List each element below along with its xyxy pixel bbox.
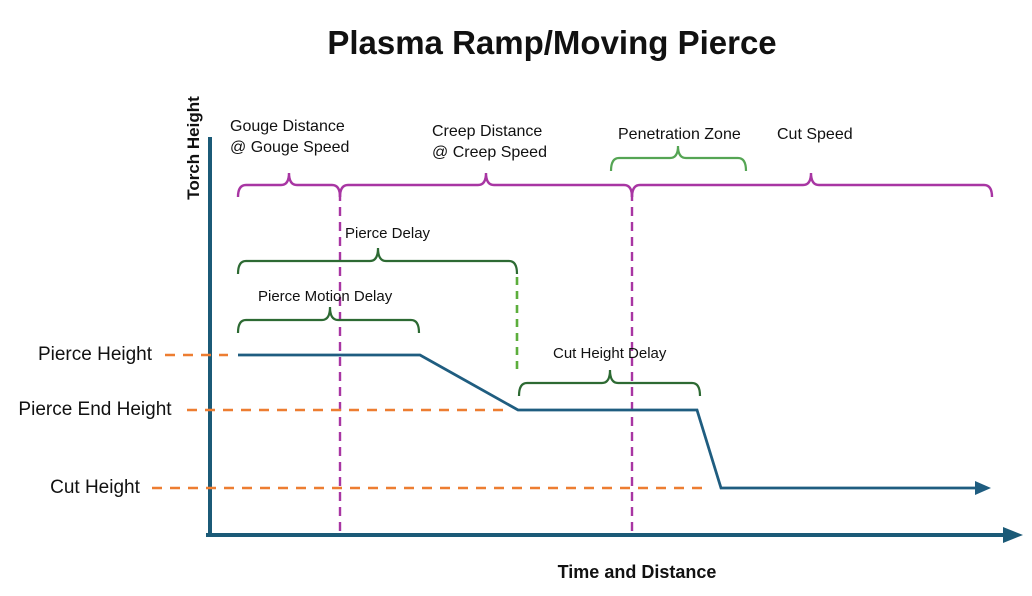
creep-distance-brace	[338, 172, 634, 198]
gouge-distance-label: Gouge Distance @ Gouge Speed	[230, 118, 350, 156]
gouge-distance-brace	[236, 172, 342, 198]
x-axis-arrow-icon	[1003, 527, 1023, 543]
diagram-title: Plasma Ramp/Moving Pierce	[327, 24, 777, 61]
pierce-delay-brace	[236, 247, 519, 275]
pierce-motion-delay-label: Pierce Motion Delay	[258, 288, 393, 305]
cut-height-label: Cut Height	[50, 477, 140, 498]
torch-path-arrow-icon	[975, 481, 991, 495]
cut-speed-label: Cut Speed	[777, 126, 853, 143]
pierce-delay-label: Pierce Delay	[345, 225, 431, 242]
x-axis-label: Time and Distance	[557, 562, 717, 582]
cut-speed-brace	[630, 172, 994, 198]
penetration-zone-label: Penetration Zone	[618, 126, 741, 143]
pierce-height-label: Pierce Height	[37, 344, 153, 365]
y-axis-label: Torch Height	[184, 96, 203, 200]
creep-distance-label: Creep Distance @ Creep Speed	[432, 123, 547, 161]
penetration-zone-brace	[609, 145, 748, 172]
cut-height-delay-label: Cut Height Delay	[553, 345, 667, 362]
cut-height-delay-brace	[517, 369, 702, 397]
pierce-motion-delay-brace	[236, 306, 421, 334]
torch-height-profile-line	[238, 353, 977, 490]
pierce-end-height-label: Pierce End Height	[18, 399, 172, 420]
